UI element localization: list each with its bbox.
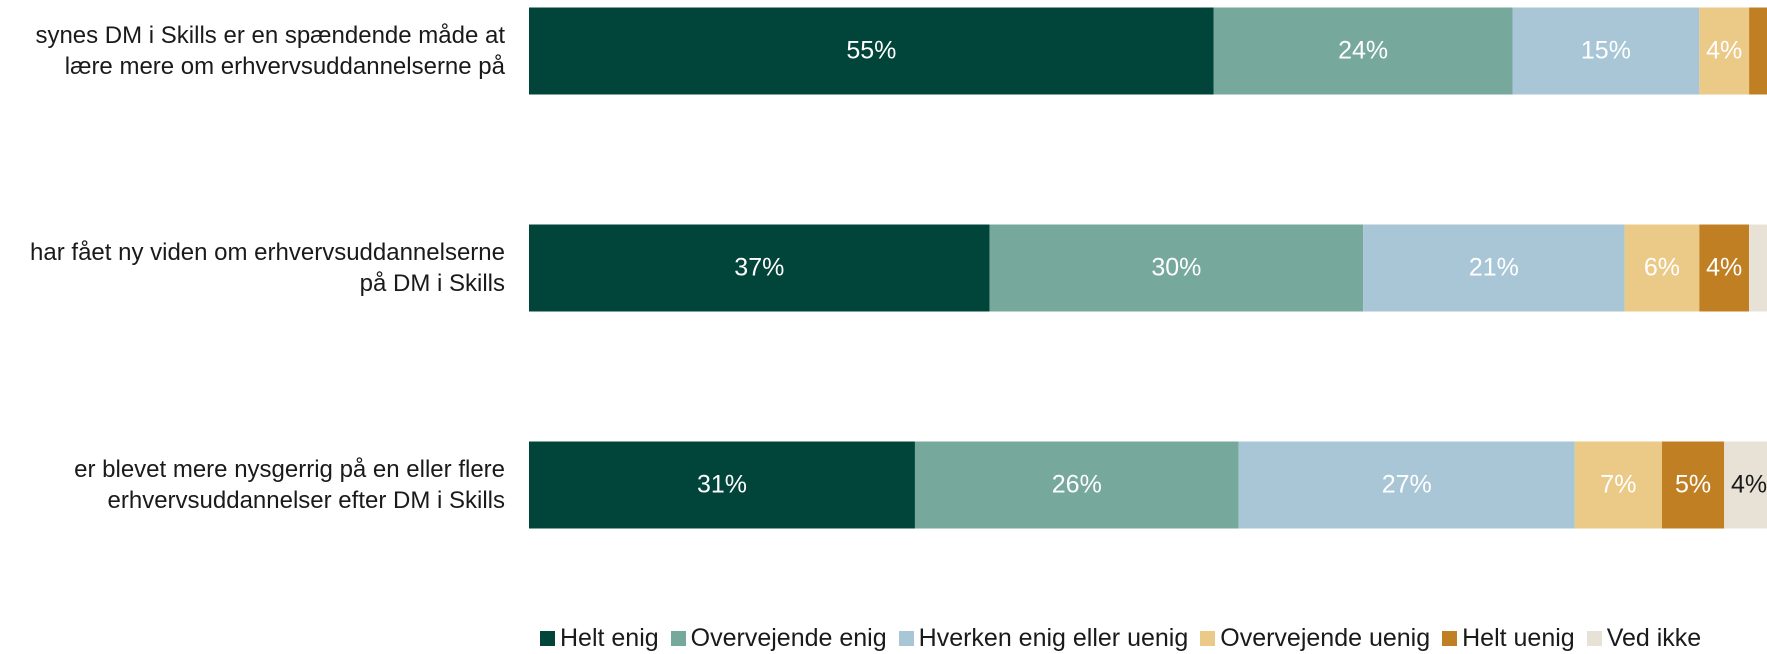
value-label: 27% [1382, 471, 1432, 499]
legend-item: Overvejende enig [670, 624, 887, 653]
category-label: har fået ny viden om erhvervsuddannelser… [30, 239, 505, 297]
value-label: 30% [1151, 254, 1201, 282]
legend-label: Overvejende enig [690, 624, 887, 652]
value-label: 37% [734, 254, 784, 282]
value-label: 4% [1706, 254, 1742, 282]
bar-segment [529, 441, 915, 529]
bar-segment [1724, 441, 1767, 529]
legend-swatch [540, 631, 555, 646]
bar-segment [1749, 7, 1767, 95]
bar-segment [529, 224, 990, 312]
value-label: 5% [1675, 471, 1711, 499]
legend-item: Helt enig [540, 624, 659, 653]
value-label: 21% [1469, 254, 1519, 282]
bar-segment [529, 7, 1214, 95]
value-label: 15% [1581, 37, 1631, 65]
bar-segment [1699, 7, 1750, 95]
value-label: 55% [846, 37, 896, 65]
legend-swatch [898, 631, 914, 646]
legend-item: Ved ikke [1586, 624, 1702, 653]
value-label: 26% [1052, 471, 1102, 499]
legend-label: Ved ikke [1606, 624, 1702, 652]
legend-item: Hverken enig eller uenig [898, 624, 1189, 653]
value-label: 4% [1706, 37, 1742, 65]
value-label: 6% [1644, 254, 1680, 282]
value-label: 31% [697, 471, 747, 499]
bar-segment [989, 224, 1364, 312]
legend-label: Helt enig [560, 624, 659, 652]
bar-segment [1699, 224, 1750, 312]
legend-label: Helt uenig [1462, 624, 1575, 652]
bar-segment [1749, 224, 1767, 312]
value-label: 24% [1338, 37, 1388, 65]
legend-swatch [1442, 631, 1458, 646]
bar-segment [1238, 441, 1575, 529]
legend-item: Overvejende uenig [1200, 624, 1430, 653]
bar-segment [1661, 441, 1725, 529]
legend-swatch [1200, 631, 1216, 646]
bar-segment [914, 441, 1239, 529]
bar-segment [1213, 7, 1513, 95]
category-label: synes DM i Skills er en spændende måde a… [35, 22, 505, 80]
legend-label: Hverken enig eller uenig [918, 624, 1189, 652]
legend: Helt enig Overvejende enig Hverken enig el… [540, 624, 1713, 653]
category-label: er blevet mere nysgerrig på en eller fle… [74, 456, 505, 514]
legend-swatch [1586, 631, 1602, 646]
value-label: 7% [1600, 471, 1636, 499]
legend-label: Overvejende uenig [1220, 624, 1431, 652]
bar-segment [1363, 224, 1625, 312]
bar-segment [1624, 224, 1700, 312]
legend-swatch [670, 631, 686, 646]
bar-segment [1574, 441, 1662, 529]
bar-segment [1512, 7, 1700, 95]
legend-item: Helt uenig [1442, 624, 1575, 653]
value-label: 4% [1731, 471, 1767, 499]
